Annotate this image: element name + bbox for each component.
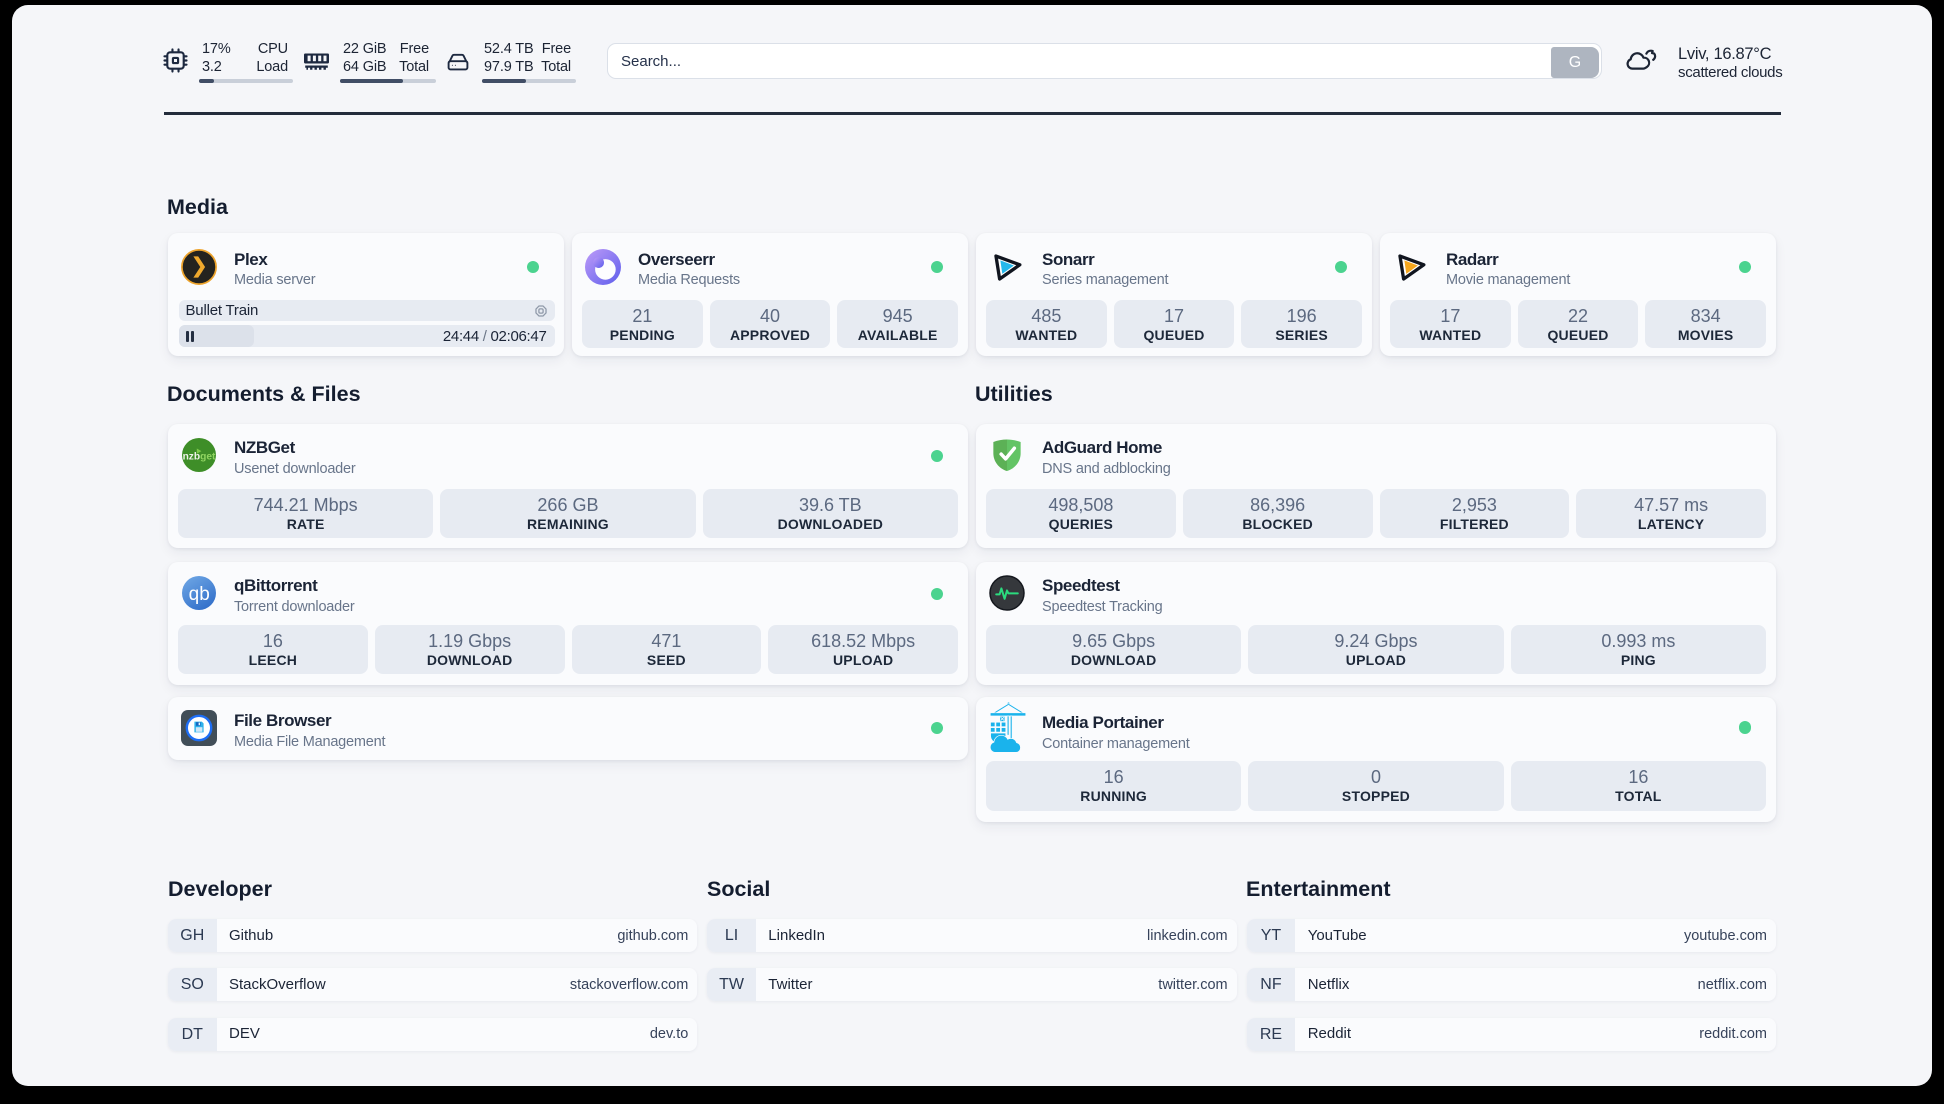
svg-text:nzbget: nzbget xyxy=(183,452,216,463)
svg-text:qb: qb xyxy=(189,584,210,605)
